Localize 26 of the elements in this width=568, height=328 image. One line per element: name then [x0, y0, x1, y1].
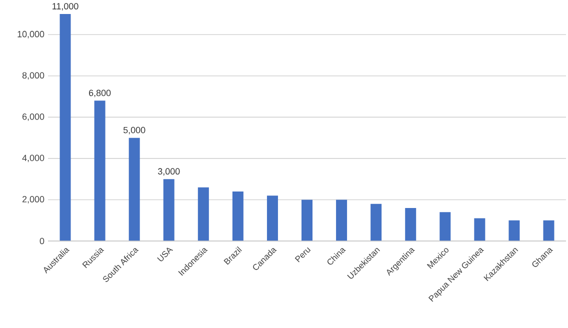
bar: [474, 218, 486, 241]
bar: [405, 208, 416, 241]
data-label: 5,000: [123, 126, 146, 134]
y-tick-label: 4,000: [22, 154, 44, 162]
bar: [266, 196, 278, 241]
bar: [232, 191, 244, 241]
data-label: 11,000: [52, 3, 78, 10]
bar: [198, 187, 209, 241]
y-tick-label: 2,000: [22, 196, 44, 204]
bar: [336, 200, 348, 241]
y-tick-label: 8,000: [22, 72, 44, 80]
bar: [370, 204, 382, 241]
data-label: 6,800: [89, 90, 111, 98]
bar: [60, 14, 71, 241]
y-tick-label: 6,000: [22, 113, 44, 121]
y-tick-label: 0: [40, 238, 44, 244]
bar: [302, 200, 313, 241]
bar: [543, 220, 554, 241]
bar: [94, 100, 106, 241]
y-tick-label: 10,000: [18, 30, 44, 38]
bar: [163, 179, 174, 241]
bar: [128, 138, 140, 241]
x-tick-label: USA: [157, 248, 174, 262]
bar: [440, 212, 451, 241]
bar: [508, 220, 520, 241]
data-label: 3,000: [158, 168, 180, 176]
